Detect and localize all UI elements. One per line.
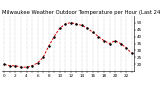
Text: Milwaukee Weather Outdoor Temperature per Hour (Last 24 Hours): Milwaukee Weather Outdoor Temperature pe… <box>2 10 160 15</box>
